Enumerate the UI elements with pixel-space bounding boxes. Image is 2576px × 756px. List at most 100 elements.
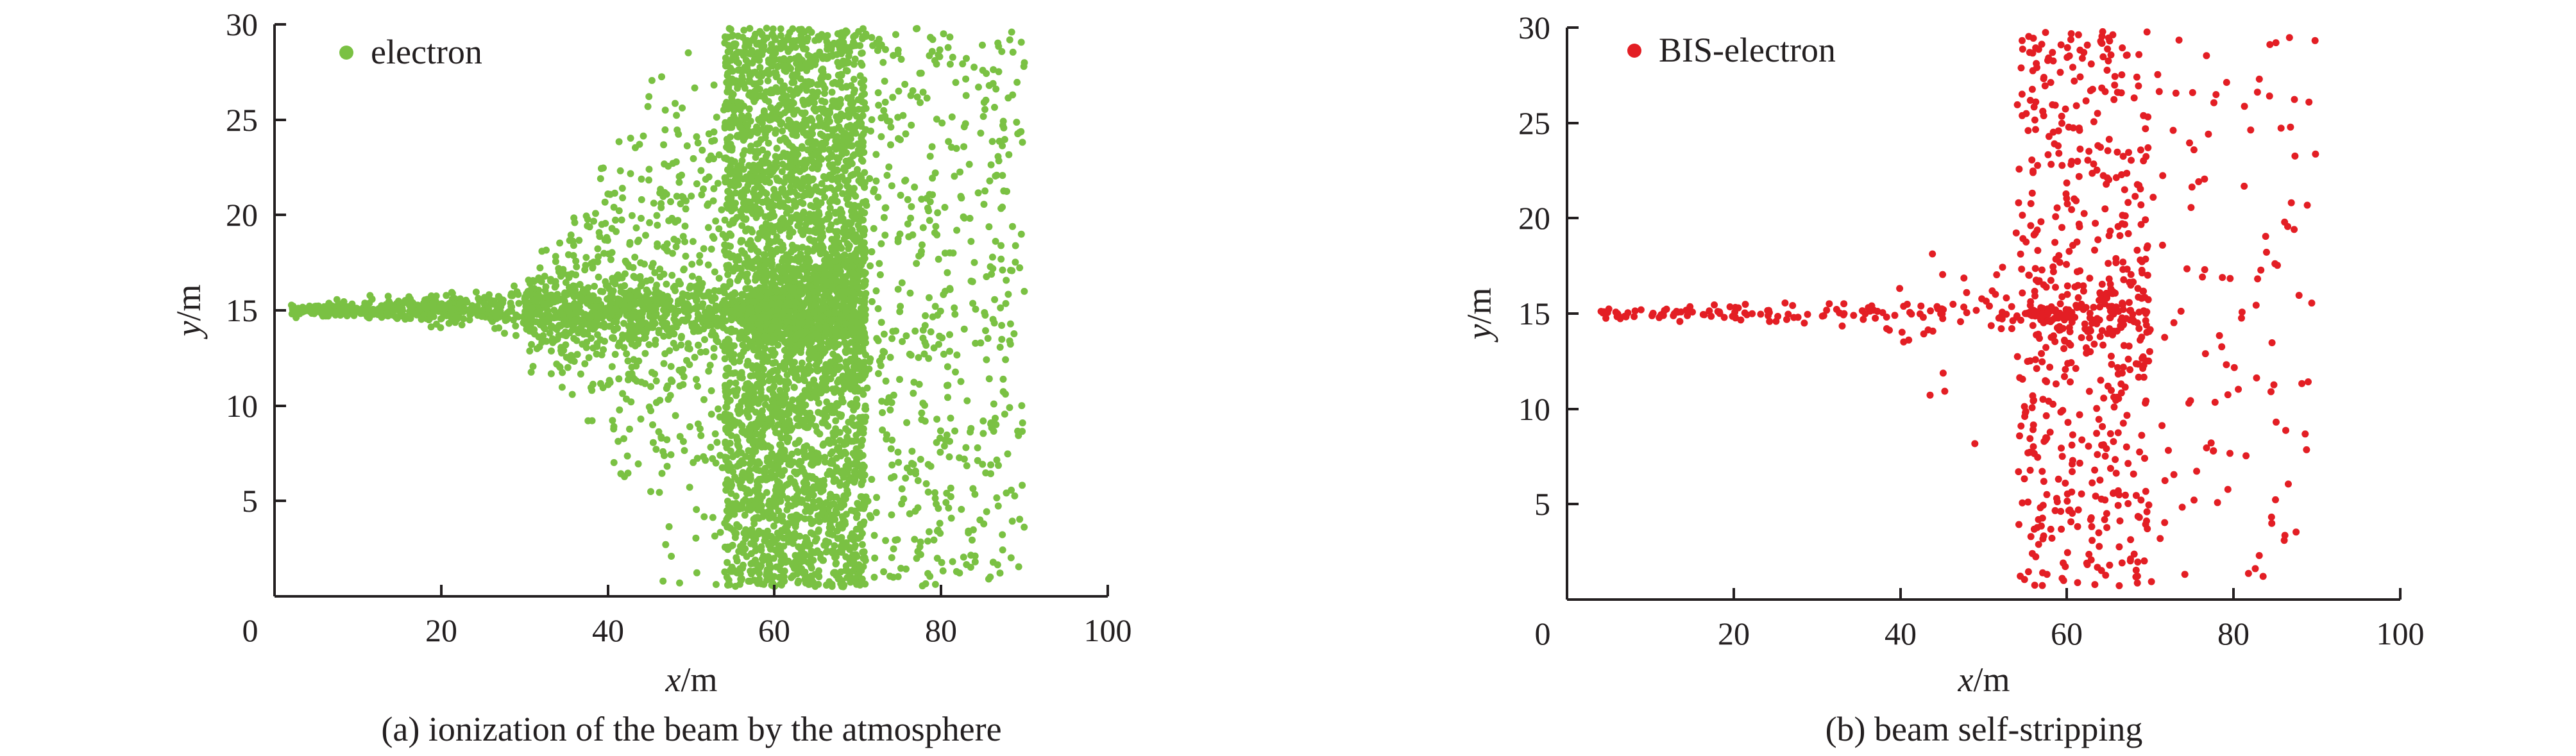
scatter-point	[660, 319, 667, 326]
scatter-point	[696, 258, 704, 266]
scatter-point	[781, 109, 788, 117]
scatter-point	[783, 92, 791, 100]
scatter-point	[579, 296, 586, 303]
scatter-point	[796, 55, 804, 62]
scatter-point	[577, 370, 584, 378]
scatter-point	[691, 84, 699, 92]
scatter-point	[672, 344, 680, 351]
scatter-point	[718, 206, 725, 214]
scatter-point	[757, 389, 765, 396]
scatter-point	[656, 273, 664, 281]
scatter-point	[608, 249, 616, 256]
scatter-point	[784, 557, 792, 565]
scatter-point	[856, 414, 863, 421]
scatter-point	[366, 292, 374, 299]
scatter-point	[711, 294, 719, 302]
scatter-point	[527, 368, 535, 376]
scatter-point	[781, 134, 788, 142]
scatter-point	[674, 217, 682, 224]
scatter-point	[734, 503, 741, 511]
scatter-point	[575, 308, 582, 316]
scatter-point	[570, 252, 577, 259]
scatter-point	[705, 304, 713, 312]
scatter-point	[581, 360, 589, 367]
scatter-point	[552, 258, 559, 265]
scatter-point	[623, 452, 631, 460]
scatter-point	[747, 475, 754, 482]
scatter-point	[773, 516, 781, 524]
scatter-point	[318, 310, 325, 317]
scatter-point	[661, 350, 669, 358]
scatter-point	[722, 234, 730, 242]
scatter-point	[859, 548, 867, 556]
scatter-point	[777, 551, 784, 559]
scatter-point	[800, 479, 808, 487]
scatter-point	[790, 383, 798, 391]
scatter-point	[545, 315, 552, 322]
scatter-point	[702, 176, 709, 183]
scatter-point	[624, 357, 632, 365]
scatter-point	[786, 233, 793, 240]
scatter-point	[776, 573, 784, 581]
scatter-point	[859, 580, 867, 587]
scatter-point	[742, 273, 750, 281]
scatter-point	[860, 563, 867, 571]
scatter-point	[472, 289, 480, 296]
scatter-point	[843, 566, 851, 574]
scatter-point	[743, 486, 751, 494]
scatter-point	[566, 237, 573, 244]
scatter-point	[593, 350, 600, 358]
scatter-point	[725, 76, 733, 83]
scatter-point	[466, 311, 474, 319]
scatter-point	[858, 174, 865, 182]
scatter-point	[777, 434, 785, 442]
scatter-point	[715, 151, 723, 158]
scatter-point	[777, 153, 784, 161]
scatter-point	[833, 175, 840, 183]
scatter-point	[813, 535, 820, 542]
scatter-point	[599, 384, 607, 392]
scatter-point	[721, 216, 729, 224]
scatter-point	[661, 106, 669, 114]
scatter-point	[727, 328, 735, 336]
scatter-point	[698, 303, 706, 310]
scatter-point	[839, 398, 847, 406]
scatter-point	[572, 257, 580, 265]
scatter-point	[847, 578, 854, 586]
scatter-point	[774, 529, 781, 537]
scatter-point	[858, 62, 866, 69]
scatter-point	[615, 138, 623, 146]
scatter-point	[632, 224, 640, 231]
scatter-point	[580, 330, 588, 338]
scatter-point	[512, 332, 520, 339]
scatter-point	[606, 376, 613, 384]
scatter-point	[843, 182, 851, 190]
scatter-point	[672, 158, 680, 165]
scatter-point	[625, 371, 632, 378]
scatter-point	[626, 240, 634, 248]
scatter-point	[763, 190, 770, 197]
scatter-point	[779, 241, 786, 249]
scatter-point	[789, 131, 797, 139]
scatter-point	[826, 467, 833, 475]
scatter-point	[805, 78, 813, 85]
scatter-point	[741, 392, 749, 400]
scatter-point	[858, 480, 865, 487]
scatter-point	[708, 246, 715, 253]
scatter-point	[821, 458, 829, 466]
scatter-point	[567, 231, 575, 239]
scatter-point	[843, 67, 851, 75]
scatter-point	[725, 262, 733, 269]
scatter-point	[311, 303, 319, 310]
scatter-point	[626, 303, 634, 310]
scatter-point	[683, 142, 691, 149]
scatter-point	[763, 159, 771, 167]
scatter-point	[744, 225, 752, 233]
scatter-point	[815, 497, 823, 505]
scatter-point	[823, 38, 831, 46]
scatter-point	[750, 265, 757, 272]
scatter-point	[830, 370, 837, 378]
scatter-point	[690, 458, 697, 466]
scatter-point	[573, 351, 581, 358]
